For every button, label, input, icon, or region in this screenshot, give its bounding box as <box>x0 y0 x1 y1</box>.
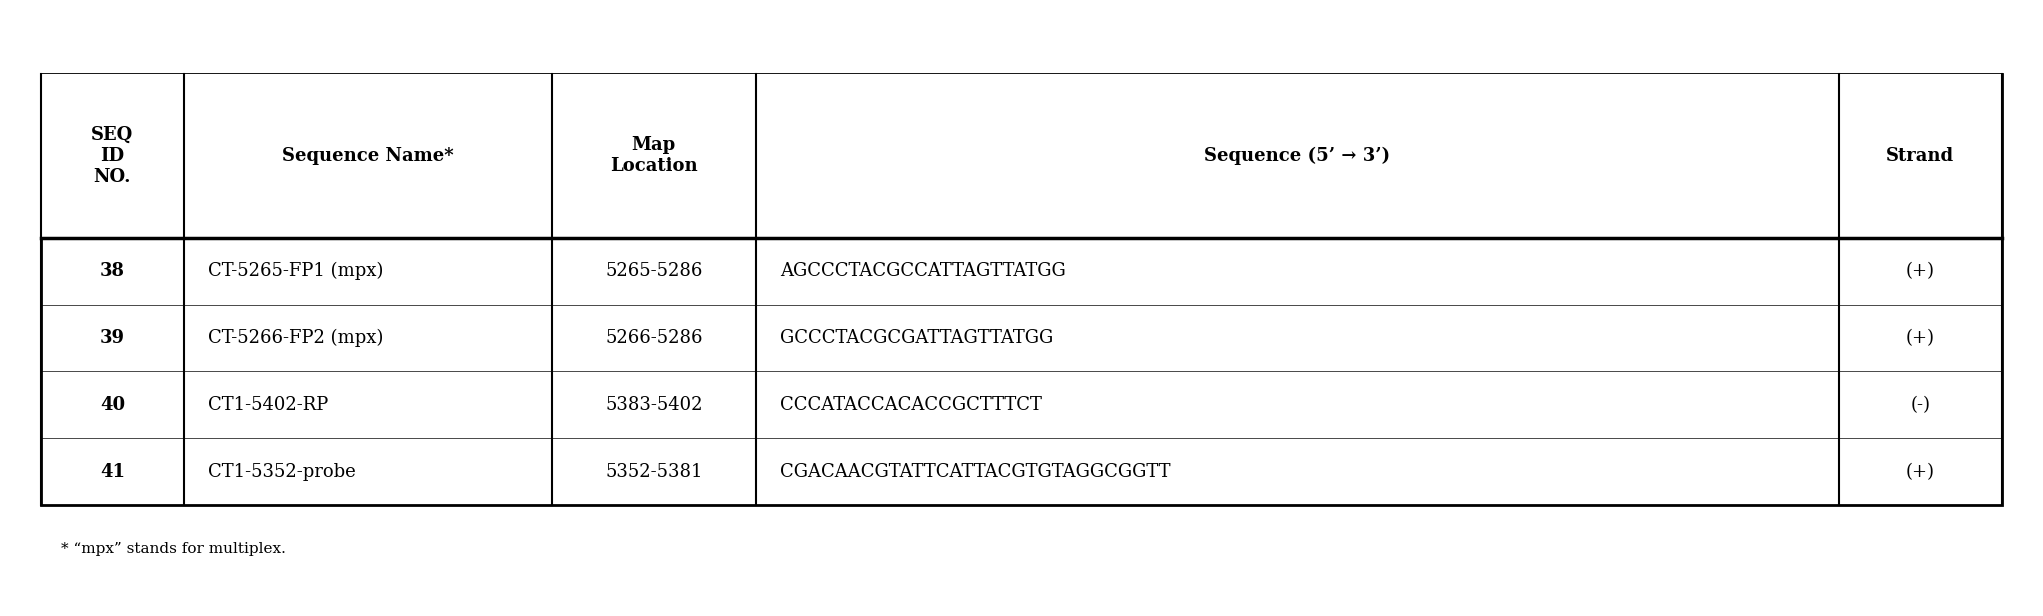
Text: 39: 39 <box>100 329 125 347</box>
Text: CT1-5352-probe: CT1-5352-probe <box>208 463 355 480</box>
Text: 5265-5286: 5265-5286 <box>605 262 703 280</box>
Text: (+): (+) <box>1906 329 1935 347</box>
Text: (-): (-) <box>1910 396 1931 414</box>
Text: CT-5266-FP2 (mpx): CT-5266-FP2 (mpx) <box>208 329 384 347</box>
Text: 41: 41 <box>100 463 125 480</box>
Text: Sequence Name*: Sequence Name* <box>282 147 454 165</box>
Text: * “mpx” stands for multiplex.: * “mpx” stands for multiplex. <box>61 542 286 556</box>
Text: (+): (+) <box>1906 262 1935 280</box>
Text: CGACAACGTATTCATTACGTGTAGGCGGTT: CGACAACGTATTCATTACGTGTAGGCGGTT <box>780 463 1171 480</box>
Bar <box>41 74 2002 238</box>
Text: AGCCCTACGCCATTAGTTATGG: AGCCCTACGCCATTAGTTATGG <box>780 262 1066 280</box>
Bar <box>41 74 2002 505</box>
Text: Strand: Strand <box>1886 147 1955 165</box>
Text: SEQ
ID
NO.: SEQ ID NO. <box>92 126 133 185</box>
Text: 5352-5381: 5352-5381 <box>605 463 703 480</box>
Text: 5266-5286: 5266-5286 <box>605 329 703 347</box>
Text: GCCCTACGCGATTAGTTATGG: GCCCTACGCGATTAGTTATGG <box>780 329 1054 347</box>
Text: (+): (+) <box>1906 463 1935 480</box>
Text: 38: 38 <box>100 262 125 280</box>
Text: Map
Location: Map Location <box>611 137 697 175</box>
Text: CT-5265-FP1 (mpx): CT-5265-FP1 (mpx) <box>208 262 384 280</box>
Text: 5383-5402: 5383-5402 <box>605 396 703 414</box>
Text: CCCATACCACACCGCTTTCT: CCCATACCACACCGCTTTCT <box>780 396 1042 414</box>
Text: Sequence (5’ → 3’): Sequence (5’ → 3’) <box>1203 147 1391 165</box>
Text: CT1-5402-RP: CT1-5402-RP <box>208 396 329 414</box>
Text: 40: 40 <box>100 396 125 414</box>
